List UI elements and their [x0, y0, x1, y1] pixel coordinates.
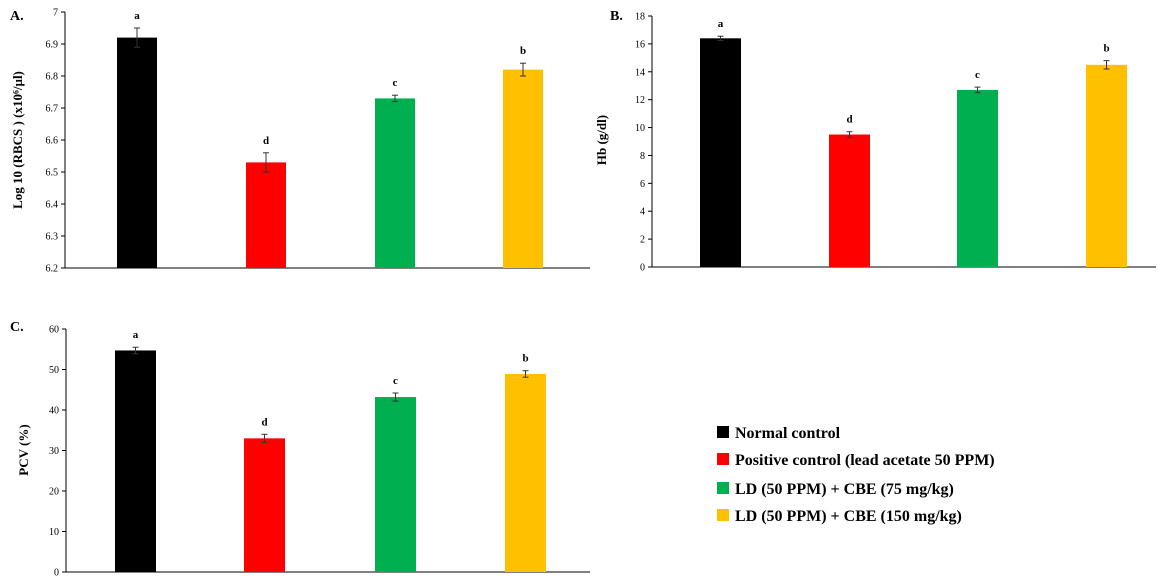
- y-tick-label: 6.9: [46, 40, 59, 51]
- chart-panel-a: 6.2 6.3 6.4 6.5 6.6 6.7 6.8 6.9 7 A. Log 10 (RBCS …: [10, 8, 590, 275]
- bar-normal-control: [700, 38, 741, 267]
- y-tick-label: 6.3: [46, 232, 59, 243]
- y-tick-label: 0: [54, 568, 59, 579]
- bar-positive-control: [244, 438, 285, 572]
- significance-label-cbe-150: b: [1103, 43, 1109, 55]
- significance-label-cbe-75: c: [393, 375, 398, 387]
- significance-label-positive-control: d: [846, 114, 852, 126]
- bar-positive-control: [829, 135, 870, 267]
- significance-label-positive-control: d: [261, 416, 267, 428]
- significance-label-cbe-150: b: [520, 45, 526, 57]
- y-tick-label: 30: [49, 446, 59, 457]
- panel-label: A.: [10, 9, 24, 24]
- bar-normal-control: [115, 350, 156, 572]
- significance-label-normal-control: a: [134, 10, 140, 22]
- y-axis-title: Log 10 (RBCS ) (x10⁶/µl): [10, 71, 25, 209]
- chart-panel-c: 0 10 20 30 40 50 60 C. PCV (%) a d c b: [10, 320, 590, 579]
- y-tick-label: 20: [49, 487, 59, 498]
- legend-swatch-normal-control: [717, 426, 729, 438]
- legend-label-normal-control: Normal control: [735, 425, 841, 442]
- y-tick-label: 60: [49, 325, 59, 336]
- bar-cbe-75: [375, 397, 416, 572]
- y-tick-label: 12: [635, 95, 645, 106]
- bar-cbe-75: [957, 90, 998, 267]
- y-axis-title: PCV (%): [16, 424, 31, 475]
- y-tick-label: 8: [640, 151, 645, 162]
- panel-label: B.: [610, 9, 623, 24]
- y-axis-title: Hb (g/dl): [594, 115, 609, 165]
- y-tick-label: 50: [49, 365, 59, 376]
- chart-panel-b: 0 2 4 6 8 10 12 14 16 18 B. Hb (g/dl) a d c b: [594, 9, 1156, 274]
- y-tick-label: 2: [640, 235, 645, 246]
- y-tick-label: 6.6: [46, 136, 59, 147]
- y-tick-label: 6.5: [46, 168, 59, 179]
- significance-label-normal-control: a: [718, 18, 724, 30]
- y-tick-label: 10: [635, 123, 645, 134]
- legend-swatch-positive-control: [717, 453, 729, 465]
- legend-label-cbe-150: LD (50 PPM) + CBE (150 mg/kg): [735, 508, 962, 525]
- legend-label-cbe-75: LD (50 PPM) + CBE (75 mg/kg): [735, 481, 954, 498]
- legend-label-positive-control: Positive control (lead acetate 50 PPM): [735, 452, 995, 469]
- bar-cbe-150: [505, 374, 546, 572]
- y-tick-label: 6.8: [46, 72, 59, 83]
- significance-label-cbe-150: b: [522, 353, 528, 365]
- y-tick-label: 14: [635, 67, 645, 78]
- y-tick-label: 16: [635, 39, 645, 50]
- significance-label-cbe-75: c: [393, 77, 398, 89]
- y-tick-label: 6: [640, 179, 645, 190]
- legend-swatch-cbe-75: [717, 482, 729, 494]
- panel-label: C.: [10, 320, 24, 335]
- y-tick-label: 18: [635, 12, 645, 23]
- y-tick-label: 0: [640, 263, 645, 274]
- bar-positive-control: [246, 162, 286, 268]
- y-tick-label: 6.7: [46, 104, 59, 115]
- bar-cbe-150: [503, 70, 543, 268]
- significance-label-positive-control: d: [263, 135, 269, 147]
- legend: Normal control Positive control (lead ac…: [717, 425, 995, 525]
- y-tick-label: 10: [49, 527, 59, 538]
- y-tick-label: 4: [640, 207, 645, 218]
- significance-label-normal-control: a: [133, 329, 139, 341]
- legend-swatch-cbe-150: [717, 509, 729, 521]
- y-tick-label: 40: [49, 406, 59, 417]
- bar-cbe-75: [375, 98, 415, 268]
- significance-label-cbe-75: c: [975, 69, 980, 81]
- y-tick-label: 6.4: [46, 200, 59, 211]
- y-tick-label: 6.2: [46, 264, 59, 275]
- bar-cbe-150: [1086, 65, 1127, 267]
- bar-normal-control: [117, 38, 157, 268]
- y-tick-label: 7: [53, 8, 58, 19]
